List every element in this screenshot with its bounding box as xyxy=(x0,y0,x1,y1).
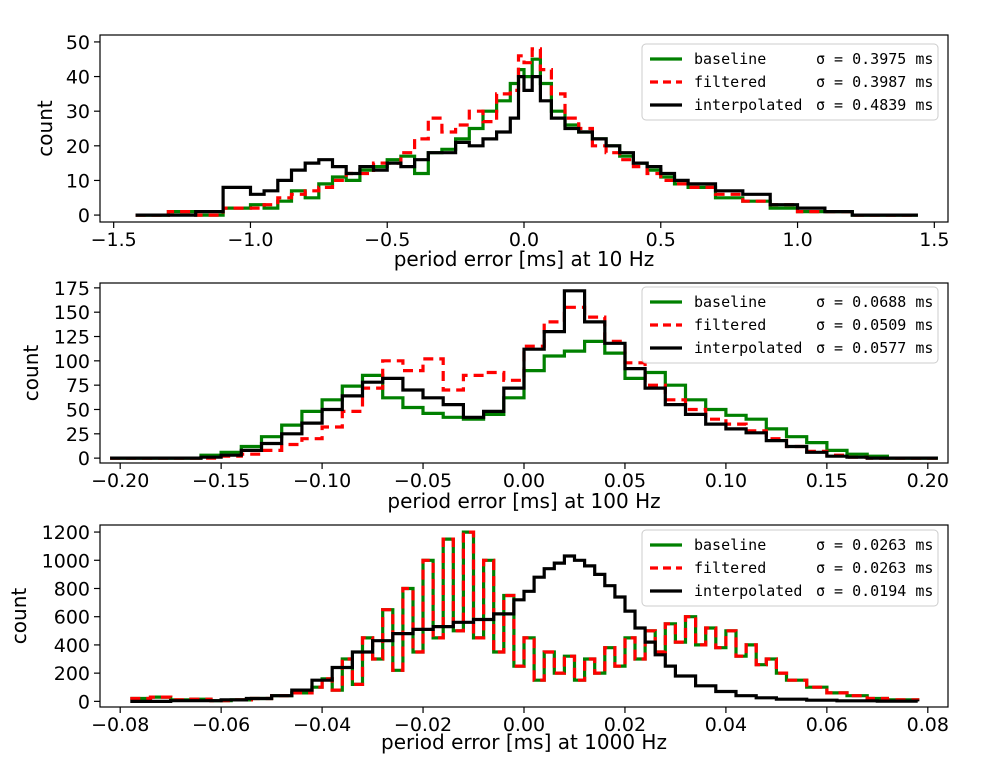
y-tick-label: 50 xyxy=(66,399,90,421)
x-tick-label: 0.10 xyxy=(705,470,747,492)
legend-sigma-interpolated: σ = 0.4839 ms xyxy=(816,96,933,114)
legend-label-baseline: baseline xyxy=(694,536,766,554)
chart-panel-1: −1.5 −1.0 −0.5 0.0 0.5 1.0 1.501020304050perio… xyxy=(33,32,949,271)
x-axis-label: period error [ms] at 100 Hz xyxy=(387,489,660,513)
legend-label-filtered: filtered xyxy=(694,559,766,577)
x-tick-label: 0.20 xyxy=(907,470,949,492)
y-tick-label: 0 xyxy=(78,205,90,227)
figure: −1.5 −1.0 −0.5 0.0 0.5 1.0 1.501020304050perio… xyxy=(0,0,997,783)
x-tick-label: 0.15 xyxy=(806,470,848,492)
y-tick-label: 400 xyxy=(54,635,90,657)
y-tick-label: 40 xyxy=(66,67,90,89)
legend: baseline σ = 0.3975 ms filtered σ = 0.3987 … xyxy=(642,44,938,120)
y-tick-label: 125 xyxy=(54,327,90,349)
y-axis-label: count xyxy=(19,345,43,402)
chart-panel-2: −0.20 −0.15 −0.10 −0.05 0.00 0.05 0.10 0.15 0.20… xyxy=(19,278,949,513)
y-tick-label: 75 xyxy=(66,375,90,397)
y-tick-label: 25 xyxy=(66,424,90,446)
legend-sigma-baseline: σ = 0.0263 ms xyxy=(816,536,933,554)
legend-sigma-filtered: σ = 0.0509 ms xyxy=(816,316,933,334)
x-tick-label: −0.10 xyxy=(293,470,351,492)
y-tick-label: 600 xyxy=(54,607,90,629)
legend: baseline σ = 0.0688 ms filtered σ = 0.0509 … xyxy=(642,287,938,363)
y-tick-label: 200 xyxy=(54,663,90,685)
legend-label-baseline: baseline xyxy=(694,293,766,311)
legend-label-filtered: filtered xyxy=(694,316,766,334)
legend-sigma-interpolated: σ = 0.0577 ms xyxy=(816,339,933,357)
x-tick-label: 1.5 xyxy=(919,229,949,251)
y-tick-label: 0 xyxy=(78,448,90,470)
y-tick-label: 175 xyxy=(54,278,90,300)
legend-sigma-filtered: σ = 0.0263 ms xyxy=(816,559,933,577)
legend-label-filtered: filtered xyxy=(694,73,766,91)
y-tick-label: 30 xyxy=(66,101,90,123)
x-tick-label: −0.06 xyxy=(192,714,250,736)
x-axis-label: period error [ms] at 1000 Hz xyxy=(381,730,667,754)
chart-panel-3: −0.08 −0.06 −0.04 −0.02 0.00 0.02 0.04 0.06 0.08… xyxy=(7,522,949,754)
x-axis-label: period error [ms] at 10 Hz xyxy=(394,247,655,271)
y-tick-label: 800 xyxy=(54,578,90,600)
y-axis-label: count xyxy=(7,588,31,645)
legend-label-interpolated: interpolated xyxy=(694,582,802,600)
y-axis-label: count xyxy=(33,100,57,157)
legend-label-interpolated: interpolated xyxy=(694,96,802,114)
x-tick-label: 1.0 xyxy=(782,229,812,251)
x-tick-label: −0.20 xyxy=(91,470,149,492)
y-tick-label: 150 xyxy=(54,302,90,324)
legend-label-baseline: baseline xyxy=(694,50,766,68)
y-tick-label: 20 xyxy=(66,136,90,158)
y-tick-label: 1000 xyxy=(42,550,90,572)
y-tick-label: 50 xyxy=(66,32,90,54)
x-tick-label: −1.0 xyxy=(227,229,273,251)
legend-sigma-interpolated: σ = 0.0194 ms xyxy=(816,582,933,600)
x-tick-label: −0.15 xyxy=(192,470,250,492)
x-tick-label: 0.04 xyxy=(705,714,747,736)
x-tick-label: 0.06 xyxy=(806,714,848,736)
y-tick-label: 1200 xyxy=(42,522,90,544)
y-tick-label: 100 xyxy=(54,351,90,373)
y-tick-label: 10 xyxy=(66,170,90,192)
x-tick-label: −0.08 xyxy=(91,714,149,736)
x-tick-label: −0.04 xyxy=(293,714,351,736)
legend-sigma-baseline: σ = 0.3975 ms xyxy=(816,50,933,68)
y-tick-label: 0 xyxy=(78,691,90,713)
legend-sigma-filtered: σ = 0.3987 ms xyxy=(816,73,933,91)
legend-label-interpolated: interpolated xyxy=(694,339,802,357)
x-tick-label: 0.08 xyxy=(907,714,949,736)
x-tick-label: −1.5 xyxy=(91,229,137,251)
legend: baseline σ = 0.0263 ms filtered σ = 0.0263 … xyxy=(642,530,938,606)
legend-sigma-baseline: σ = 0.0688 ms xyxy=(816,293,933,311)
